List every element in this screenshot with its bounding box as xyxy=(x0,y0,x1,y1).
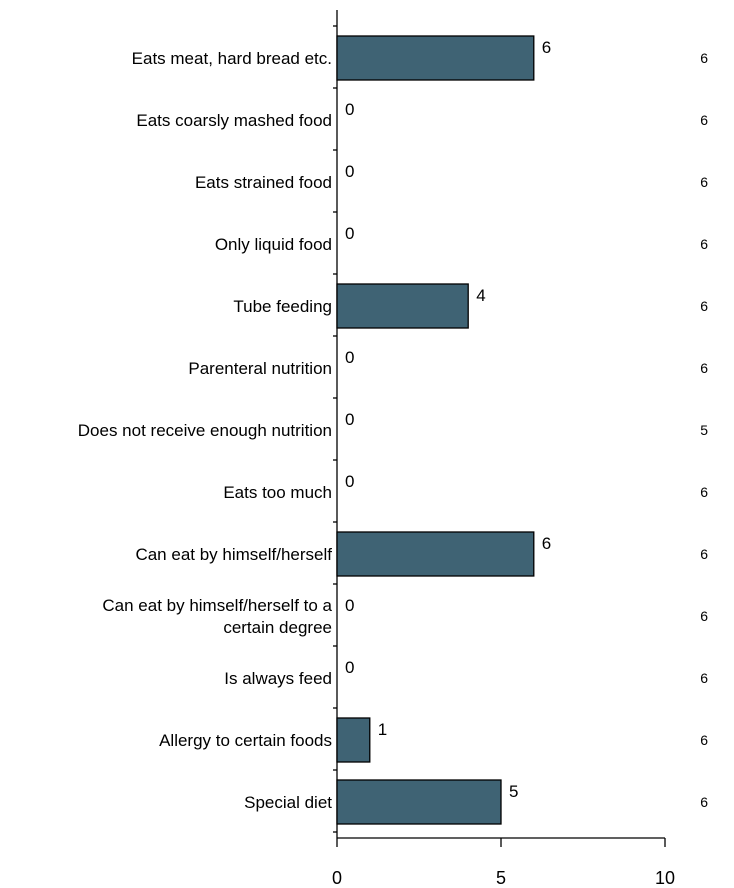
n-label: 5 xyxy=(700,422,708,438)
n-label: 6 xyxy=(700,484,708,500)
category-label: Eats coarsly mashed food xyxy=(136,111,332,130)
value-label: 5 xyxy=(509,782,518,801)
n-label: 6 xyxy=(700,732,708,748)
n-label: 6 xyxy=(700,608,708,624)
value-label: 0 xyxy=(345,224,354,243)
n-label: 6 xyxy=(700,236,708,252)
category-label: Parenteral nutrition xyxy=(188,359,332,378)
category-label: Allergy to certain foods xyxy=(159,731,332,750)
category-label: Only liquid food xyxy=(215,235,332,254)
bar xyxy=(336,283,469,329)
category-label: Eats meat, hard bread etc. xyxy=(132,49,332,68)
category-label: Special diet xyxy=(244,793,332,812)
category-label: Eats strained food xyxy=(195,173,332,192)
value-label: 0 xyxy=(345,100,354,119)
n-label: 6 xyxy=(700,360,708,376)
n-label: 6 xyxy=(700,794,708,810)
chart-labels: Eats meat, hard bread etc. 6 6 Eats coarsly… xyxy=(78,38,708,812)
value-label: 4 xyxy=(476,286,485,305)
value-label: 6 xyxy=(542,534,551,553)
chart-axes: 0 5 10 xyxy=(332,10,675,888)
bar xyxy=(336,717,371,763)
n-label: 6 xyxy=(700,112,708,128)
category-label: Tube feeding xyxy=(233,297,332,316)
n-label: 6 xyxy=(700,50,708,66)
x-tick-label: 5 xyxy=(496,868,506,888)
value-label: 0 xyxy=(345,348,354,367)
chart-bars xyxy=(336,35,535,825)
category-label: Does not receive enough nutrition xyxy=(78,421,332,440)
x-tick-label: 10 xyxy=(655,868,675,888)
category-label: Eats too much xyxy=(223,483,332,502)
category-label: Is always feed xyxy=(224,669,332,688)
n-label: 6 xyxy=(700,670,708,686)
category-label: Can eat by himself/herself to a certain d… xyxy=(102,596,332,637)
n-label: 6 xyxy=(700,298,708,314)
value-label: 0 xyxy=(345,162,354,181)
n-label: 6 xyxy=(700,174,708,190)
value-label: 0 xyxy=(345,596,354,615)
bar xyxy=(336,531,535,577)
x-tick-label: 0 xyxy=(332,868,342,888)
bar xyxy=(336,779,502,825)
category-label: Can eat by himself/herself xyxy=(135,545,332,564)
value-label: 0 xyxy=(345,472,354,491)
bar xyxy=(336,35,535,81)
value-label: 1 xyxy=(378,720,387,739)
value-label: 0 xyxy=(345,658,354,677)
value-label: 0 xyxy=(345,410,354,429)
n-label: 6 xyxy=(700,546,708,562)
value-label: 6 xyxy=(542,38,551,57)
